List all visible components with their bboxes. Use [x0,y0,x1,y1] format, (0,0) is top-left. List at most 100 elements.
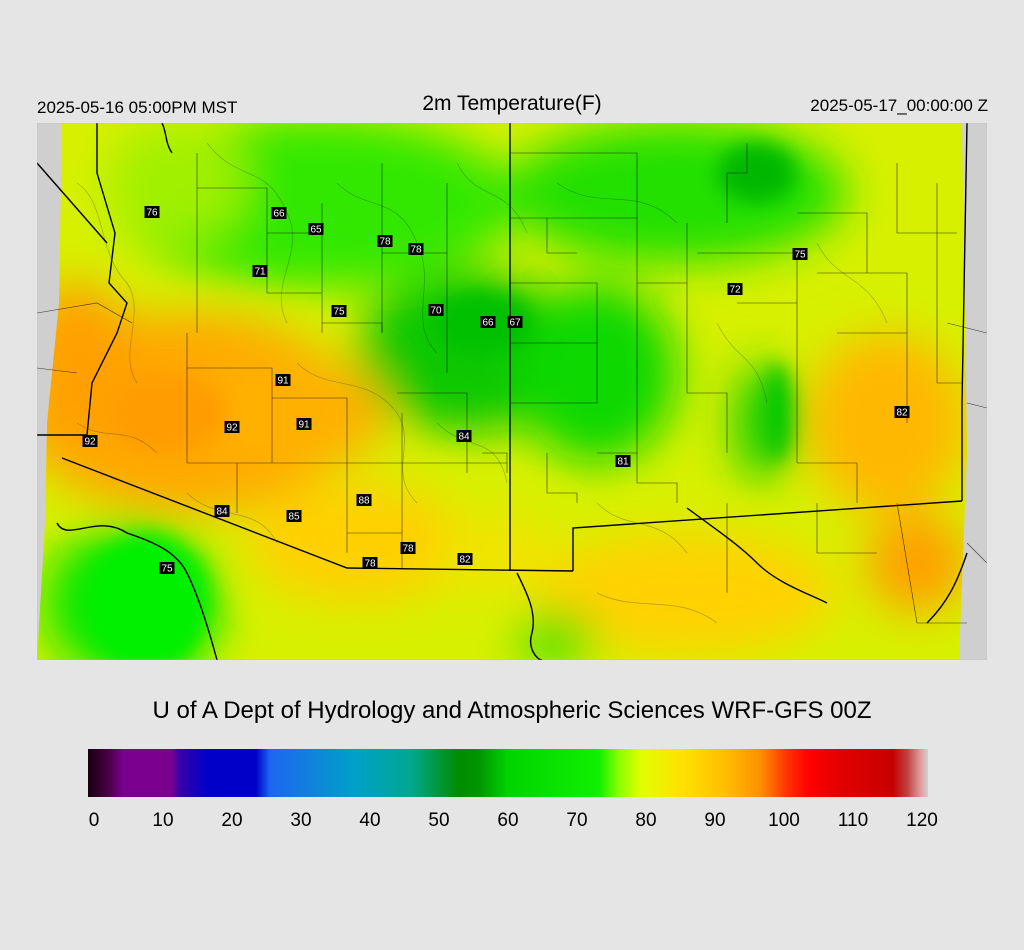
station-label: 91 [296,418,312,431]
station-labels: 76 66 65 78 78 71 75 70 66 67 72 75 91 92 91 84 92 81 82 84… [82,206,910,575]
valid-time-utc: 2025-05-17_00:00:00 Z [810,96,988,115]
station-label: 67 [507,316,523,329]
station-label-box [82,435,98,447]
station-value: 91 [298,420,310,431]
colorbar-tick-label: 80 [635,810,657,831]
station-value: 78 [364,559,376,570]
station-value: 71 [254,267,266,278]
station-label-box [296,418,312,430]
station-value: 78 [402,544,414,555]
station-label-box [615,455,631,467]
no-data-area [959,123,987,660]
station-value: 92 [226,423,238,434]
colorbar-tick-label: 90 [704,810,726,831]
station-label: 84 [456,430,472,443]
station-label: 78 [408,243,424,256]
station-value: 76 [146,208,158,219]
station-value: 67 [509,318,521,329]
station-value: 66 [482,318,494,329]
station-label-box [894,406,910,418]
station-label: 75 [331,305,347,318]
station-label: 91 [275,374,291,387]
station-label: 81 [615,455,631,468]
valid-time-local: 2025-05-16 05:00PM MST [37,98,238,117]
colorbar-tick-label: 0 [88,810,100,831]
station-label: 78 [377,235,393,248]
station-label-box [727,283,743,295]
station-label-box [356,494,372,506]
station-value: 75 [333,307,345,318]
station-label-box [792,248,808,260]
station-value: 66 [273,209,285,220]
station-label: 75 [159,562,175,575]
station-label: 85 [286,510,302,523]
station-label-box [457,553,473,565]
station-label-box [144,206,160,218]
station-value: 70 [430,306,442,317]
station-value: 72 [729,285,741,296]
station-label: 66 [271,207,287,220]
colorbar-tick-label: 60 [497,810,519,831]
station-label-box [456,430,472,442]
station-label-box [408,243,424,255]
station-value: 82 [459,555,471,566]
station-label: 75 [792,248,808,261]
station-label: 70 [428,304,444,317]
station-value: 78 [410,245,422,256]
colorbar-tick-label: 10 [152,810,174,831]
station-label-box [428,304,444,316]
station-value: 84 [458,432,470,443]
station-value: 78 [379,237,391,248]
station-label: 78 [400,542,416,555]
colorbar-tick-label: 110 [837,810,869,831]
model-credit: U of A Dept of Hydrology and Atmospheric… [152,697,872,724]
station-label-box [377,235,393,247]
station-label: 66 [480,316,496,329]
station-value: 92 [84,437,96,448]
colorbar-ticks: 0 10 20 30 40 50 60 70 80 90 100 110 120 [0,810,1024,836]
station-value: 75 [161,564,173,575]
colorbar-tick-label: 50 [428,810,450,831]
colorbar-tick-label: 100 [768,810,800,831]
station-label: 84 [214,505,230,518]
station-value: 65 [310,225,322,236]
station-label-box [400,542,416,554]
station-label: 76 [144,206,160,219]
no-data-area [37,123,62,660]
station-label: 72 [727,283,743,296]
station-label: 82 [894,406,910,419]
colorbar-gradient [88,749,928,797]
station-label: 88 [356,494,372,507]
station-label: 71 [252,265,268,278]
station-label-box [507,316,523,328]
station-label-box [480,316,496,328]
colorbar-tick-label: 70 [566,810,588,831]
station-label-box [286,510,302,522]
station-label-box [271,207,287,219]
station-label: 65 [308,223,324,236]
map-title: 2m Temperature(F) [422,92,602,115]
station-label: 82 [457,553,473,566]
county-boundaries [37,143,987,624]
station-value: 91 [277,376,289,387]
colorbar-tick-label: 40 [359,810,381,831]
colorbar-tick-label: 20 [221,810,243,831]
station-label: 92 [224,421,240,434]
station-value: 75 [794,250,806,261]
colorbar-tick-label: 120 [906,810,938,831]
station-value: 82 [896,408,908,419]
station-label-box [331,305,347,317]
terrain-contours [76,142,888,624]
station-label-box [159,562,175,574]
state-borders [37,123,968,660]
station-label-box [214,505,230,517]
station-label-box [224,421,240,433]
station-value: 84 [216,507,228,518]
station-value: 81 [617,457,629,468]
station-label: 78 [362,557,378,570]
station-label-box [252,265,268,277]
station-value: 85 [288,512,300,523]
station-label-box [308,223,324,235]
temperature-map: 76 66 65 78 78 71 75 70 66 67 72 75 91 92 91 84 92 81 82 84… [37,123,987,660]
temperature-colorbar [88,749,928,797]
